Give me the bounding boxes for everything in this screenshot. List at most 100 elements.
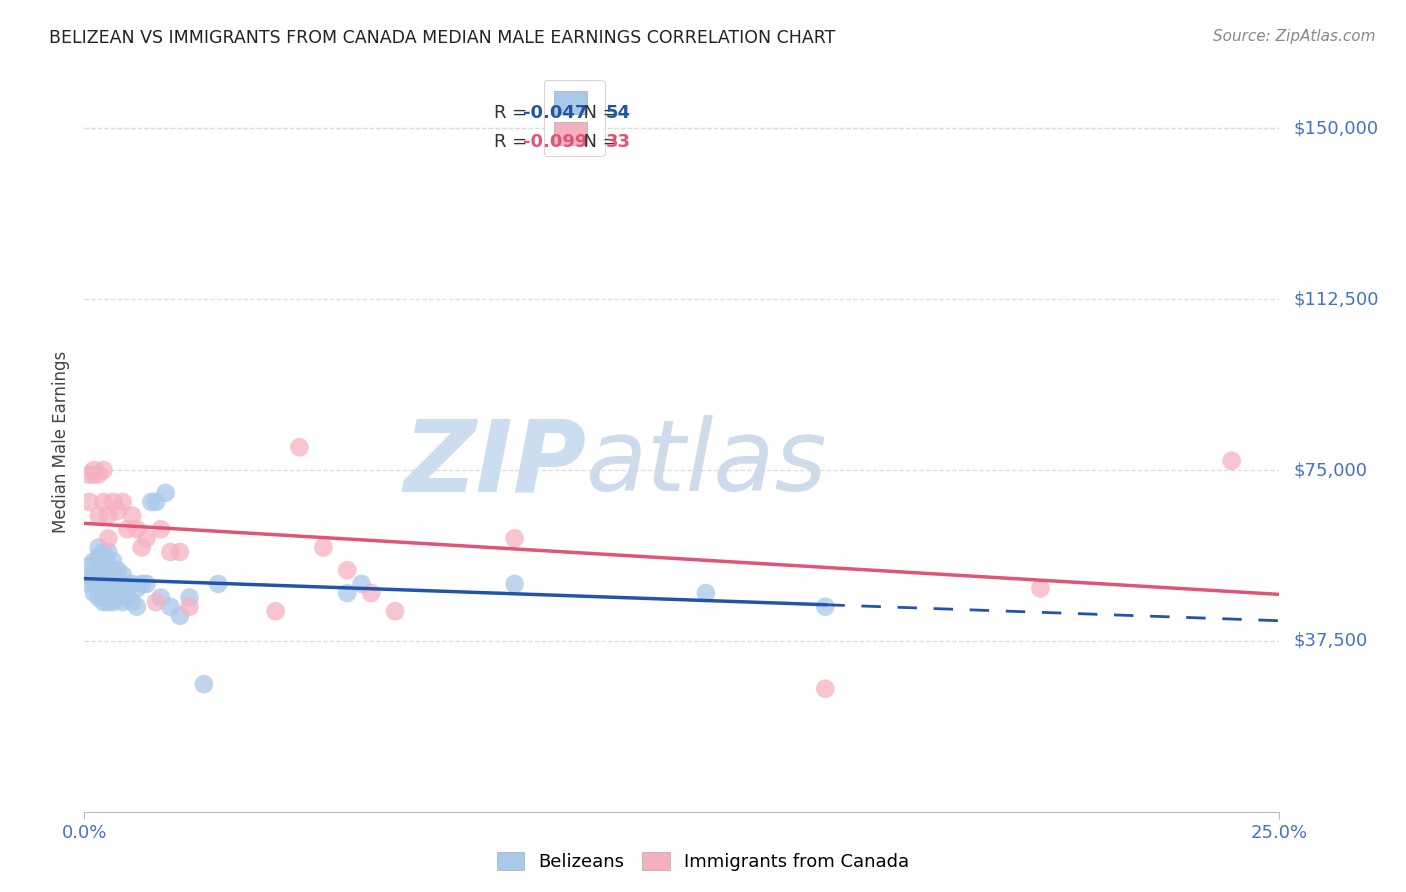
Point bbox=[93, 586, 115, 600]
Point bbox=[135, 577, 157, 591]
Point bbox=[97, 595, 120, 609]
Point bbox=[125, 582, 148, 596]
Point bbox=[87, 467, 110, 482]
Point bbox=[87, 577, 110, 591]
Point bbox=[125, 599, 148, 614]
Text: $150,000: $150,000 bbox=[1294, 120, 1378, 137]
Y-axis label: Median Male Earnings: Median Male Earnings bbox=[52, 351, 70, 533]
Text: N =: N = bbox=[572, 134, 623, 152]
Point bbox=[77, 467, 100, 482]
Point bbox=[77, 495, 100, 509]
Point bbox=[360, 586, 382, 600]
Point bbox=[97, 573, 120, 587]
Point bbox=[87, 508, 110, 523]
Point bbox=[93, 545, 115, 559]
Point bbox=[117, 577, 139, 591]
Text: BELIZEAN VS IMMIGRANTS FROM CANADA MEDIAN MALE EARNINGS CORRELATION CHART: BELIZEAN VS IMMIGRANTS FROM CANADA MEDIA… bbox=[49, 29, 835, 46]
Point bbox=[384, 604, 406, 618]
Point bbox=[1220, 454, 1243, 468]
Point bbox=[111, 595, 134, 609]
Point bbox=[117, 522, 139, 536]
Point bbox=[169, 608, 191, 623]
Point bbox=[77, 567, 100, 582]
Point bbox=[77, 577, 100, 591]
Point bbox=[135, 532, 157, 546]
Point bbox=[131, 541, 153, 555]
Point bbox=[145, 495, 167, 509]
Point bbox=[97, 558, 120, 573]
Point bbox=[503, 532, 526, 546]
Point bbox=[121, 595, 143, 609]
Point bbox=[145, 595, 167, 609]
Point bbox=[87, 591, 110, 605]
Point bbox=[101, 595, 124, 609]
Point bbox=[503, 577, 526, 591]
Point bbox=[97, 586, 120, 600]
Point bbox=[117, 591, 139, 605]
Point bbox=[83, 554, 105, 568]
Point bbox=[101, 582, 124, 596]
Text: -0.099: -0.099 bbox=[523, 134, 588, 152]
Text: Source: ZipAtlas.com: Source: ZipAtlas.com bbox=[1212, 29, 1375, 44]
Point bbox=[312, 541, 335, 555]
Text: R =: R = bbox=[495, 103, 533, 122]
Point bbox=[159, 545, 181, 559]
Text: atlas: atlas bbox=[586, 416, 828, 512]
Point bbox=[695, 586, 717, 600]
Point bbox=[125, 522, 148, 536]
Point bbox=[121, 577, 143, 591]
Point bbox=[149, 522, 172, 536]
Point bbox=[121, 508, 143, 523]
Text: 33: 33 bbox=[606, 134, 630, 152]
Point bbox=[155, 485, 177, 500]
Point bbox=[83, 577, 105, 591]
Point bbox=[107, 563, 129, 577]
Text: -0.047: -0.047 bbox=[523, 103, 588, 122]
Point bbox=[193, 677, 215, 691]
Text: $112,500: $112,500 bbox=[1294, 290, 1379, 308]
Point bbox=[169, 545, 191, 559]
Point bbox=[814, 599, 837, 614]
Point bbox=[83, 586, 105, 600]
Point bbox=[350, 577, 373, 591]
Point bbox=[107, 577, 129, 591]
Text: $75,000: $75,000 bbox=[1294, 461, 1368, 479]
Point bbox=[101, 554, 124, 568]
Point bbox=[179, 591, 201, 605]
Point bbox=[179, 599, 201, 614]
Text: 54: 54 bbox=[606, 103, 630, 122]
Point bbox=[83, 467, 105, 482]
Point bbox=[207, 577, 229, 591]
Legend: , : , bbox=[544, 80, 605, 156]
Point bbox=[97, 545, 120, 559]
Point bbox=[288, 440, 311, 454]
Text: N =: N = bbox=[572, 103, 623, 122]
Point bbox=[93, 495, 115, 509]
Point bbox=[93, 558, 115, 573]
Point bbox=[159, 599, 181, 614]
Point bbox=[111, 567, 134, 582]
Point bbox=[336, 563, 359, 577]
Point bbox=[101, 495, 124, 509]
Point bbox=[97, 508, 120, 523]
Point bbox=[83, 463, 105, 477]
Point bbox=[141, 495, 163, 509]
Point bbox=[814, 681, 837, 696]
Point bbox=[149, 591, 172, 605]
Text: $37,500: $37,500 bbox=[1294, 632, 1368, 650]
Point bbox=[101, 567, 124, 582]
Point bbox=[93, 573, 115, 587]
Text: ZIP: ZIP bbox=[404, 416, 586, 512]
Point bbox=[1029, 582, 1052, 596]
Point bbox=[111, 495, 134, 509]
Point bbox=[87, 549, 110, 564]
Point bbox=[93, 595, 115, 609]
Text: R =: R = bbox=[495, 134, 533, 152]
Point bbox=[87, 563, 110, 577]
Point bbox=[93, 463, 115, 477]
Point bbox=[131, 577, 153, 591]
Point bbox=[107, 504, 129, 518]
Point bbox=[336, 586, 359, 600]
Point bbox=[111, 582, 134, 596]
Point bbox=[77, 558, 100, 573]
